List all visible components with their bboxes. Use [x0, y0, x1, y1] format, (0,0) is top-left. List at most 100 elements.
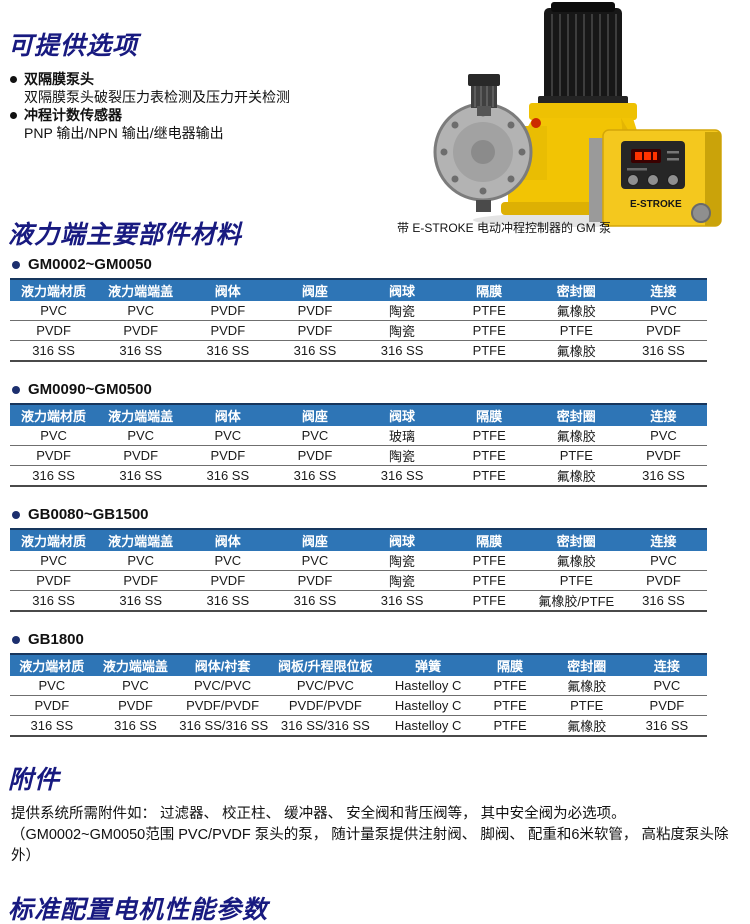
table-cell: 316 SS [358, 465, 446, 487]
option-label-row: 冲程计数传感器 [10, 106, 290, 124]
table-cell: PTFE [473, 695, 547, 716]
table-cell: PVDF [184, 320, 272, 341]
table-row: 316 SS 316 SS 316 SS 316 SS 316 SS PTFE 氟橡胶 316… [10, 465, 707, 487]
table-cell: 316 SS/316 SS [177, 715, 268, 737]
red-knob-icon [531, 118, 541, 128]
table-cell: 316 SS [10, 340, 98, 362]
model-label-row: GM0090~GM0500 [12, 382, 707, 398]
table-cell: PVDF [10, 695, 94, 716]
table-header-cell: 弹簧 [382, 653, 474, 676]
table-cell: PTFE [445, 570, 533, 591]
table-body: PVC PVC PVC PVC 陶瓷 PTFE 氟橡胶 PVC PVDF PVDF PVDF PVDF… [10, 551, 707, 612]
table-cell: 316 SS [271, 590, 359, 612]
bullet-icon [12, 261, 20, 269]
table-cell: PTFE [445, 301, 533, 321]
table-header-cell: 密封圈 [532, 278, 620, 301]
pump-caption: 带 E-STROKE 电动冲程控制器的 GM 泵 [397, 221, 612, 235]
table-cell: PVC [619, 301, 707, 321]
table-row: 316 SS 316 SS 316 SS 316 SS 316 SS PTFE 氟橡胶 316… [10, 340, 707, 362]
option-item: 双隔膜泵头 双隔膜泵头破裂压力表检测及压力开关检测 [10, 70, 290, 106]
table-header-cell: 隔膜 [445, 403, 533, 426]
accessories-line: 提供系统所需附件如： 过滤器、 校正柱、 缓冲器、 安全阀和背压阀等， 其中安全… [11, 806, 626, 822]
table-header-cell: 连接 [619, 403, 707, 426]
table-header-cell: 阀座 [271, 403, 359, 426]
table-header-row: 液力端材质 液力端端盖 阀体 阀座 阀球 隔膜 密封圈 连接 [10, 528, 707, 551]
table-head: 液力端材质 液力端端盖 阀体 阀座 阀球 隔膜 密封圈 连接 [10, 403, 707, 426]
table-cell: 316 SS [619, 465, 707, 487]
option-detail: PNP 输出/NPN 输出/继电器输出 [24, 125, 224, 141]
main-content: 液力端主要部件材料 GM0002~GM0050 液力端材质 液力端端盖 阀体 阀座 阀球隔… [0, 220, 750, 924]
table-cell: 316 SS [184, 590, 272, 612]
table-cell: 玻璃 [358, 426, 446, 446]
table-cell: PTFE [445, 590, 533, 612]
table-cell: PVC [184, 426, 272, 446]
table-cell: PVDF [184, 445, 272, 466]
table-header-cell: 隔膜 [445, 278, 533, 301]
table-cell: PVDF [97, 320, 185, 341]
table-cell: PVDF [10, 570, 98, 591]
bullet-icon [12, 511, 20, 519]
table-header-cell: 阀体 [184, 528, 272, 551]
table-header-cell: 液力端端盖 [97, 528, 185, 551]
materials-table-block: GM0002~GM0050 液力端材质 液力端端盖 阀体 阀座 阀球 隔膜 密封圈 连接 PVC P… [10, 257, 707, 362]
table-head: 液力端材质 液力端端盖 阀体/衬套 阀板/升程限位板 弹簧 隔膜 密封圈 连接 [10, 653, 707, 676]
table-header-cell: 液力端端盖 [97, 403, 185, 426]
table-cell: 316 SS [97, 590, 185, 612]
model-label: GM0090~GM0500 [28, 381, 152, 398]
table-cell: 氟橡胶 [532, 301, 620, 321]
bullet-icon [10, 111, 17, 119]
table-header-cell: 隔膜 [445, 528, 533, 551]
table-cell: 316 SS [10, 465, 98, 487]
table-body: PVC PVC PVC/PVC PVC/PVC Hastelloy C PTFE 氟橡胶 PV… [10, 676, 707, 737]
option-label-row: 双隔膜泵头 [10, 70, 290, 88]
table-cell: 316 SS [10, 715, 94, 737]
table-cell: PVC [271, 551, 359, 571]
table-cell: 316 SS [358, 590, 446, 612]
materials-table: 液力端材质 液力端端盖 阀体 阀座 阀球 隔膜 密封圈 连接 PVC PVC PVDF PVDF 陶瓷 P… [10, 278, 707, 362]
table-header-cell: 连接 [619, 278, 707, 301]
table-header-row: 液力端材质 液力端端盖 阀体 阀座 阀球 隔膜 密封圈 连接 [10, 403, 707, 426]
table-cell: PTFE [445, 426, 533, 446]
table-cell: 氟橡胶/PTFE [532, 590, 620, 612]
table-header-cell: 液力端材质 [10, 278, 98, 301]
table-header-cell: 液力端材质 [10, 403, 98, 426]
table-row: PVDF PVDF PVDF PVDF 陶瓷 PTFE PTFE PVDF [10, 445, 707, 466]
table-cell: PVDF [619, 570, 707, 591]
table-cell: 氟橡胶 [532, 551, 620, 571]
table-cell: 316 SS [271, 465, 359, 487]
table-head: 液力端材质 液力端端盖 阀体 阀座 阀球 隔膜 密封圈 连接 [10, 528, 707, 551]
materials-tables: GM0002~GM0050 液力端材质 液力端端盖 阀体 阀座 阀球 隔膜 密封圈 连接 PVC P… [0, 257, 750, 737]
table-head: 液力端材质 液力端端盖 阀体 阀座 阀球 隔膜 密封圈 连接 [10, 278, 707, 301]
table-cell: PVC [97, 426, 185, 446]
table-cell: PTFE [473, 715, 547, 737]
table-cell: 氟橡胶 [546, 676, 627, 696]
accessories-section-title: 附件 [8, 766, 61, 794]
table-cell: PVDF/PVDF [267, 695, 383, 716]
table-cell: PVC [619, 426, 707, 446]
accessories-text: 提供系统所需附件如： 过滤器、 校正柱、 缓冲器、 安全阀和背压阀等， 其中安全… [11, 804, 750, 867]
table-cell: PVC [10, 301, 98, 321]
table-cell: PVDF [271, 445, 359, 466]
table-header-cell: 液力端材质 [10, 528, 98, 551]
materials-table-block: GB1800 液力端材质 液力端端盖 阀体/衬套 阀板/升程限位板 弹簧 隔膜 密封圈 连接 PV… [10, 632, 707, 737]
motor-section-title: 标准配置电机性能参数 [8, 896, 269, 924]
table-cell: PVC/PVC [177, 676, 268, 696]
table-cell: 316 SS [97, 465, 185, 487]
table-header-cell: 连接 [626, 653, 707, 676]
table-cell: PVDF/PVDF [177, 695, 268, 716]
table-cell: PVDF [97, 570, 185, 591]
table-cell: 316 SS [184, 465, 272, 487]
materials-table: 液力端材质 液力端端盖 阀体 阀座 阀球 隔膜 密封圈 连接 PVC PVC PVC PVC 玻璃 PTF… [10, 403, 707, 487]
option-detail: 双隔膜泵头破裂压力表检测及压力开关检测 [24, 89, 290, 105]
table-cell: PVDF [184, 570, 272, 591]
table-cell: PVDF [97, 445, 185, 466]
table-body: PVC PVC PVDF PVDF 陶瓷 PTFE 氟橡胶 PVC PVDF PVDF PVDF PV… [10, 301, 707, 362]
accessories-line: （GM0002~GM0050范围 PVC/PVDF 泵头的泵， 随计量泵提供注射… [11, 827, 729, 864]
materials-section-title: 液力端主要部件材料 [8, 221, 243, 249]
table-cell: 陶瓷 [358, 551, 446, 571]
table-cell: PVC [10, 551, 98, 571]
model-label-row: GM0002~GM0050 [12, 257, 707, 273]
table-cell: PTFE [532, 445, 620, 466]
table-header-row: 液力端材质 液力端端盖 阀体/衬套 阀板/升程限位板 弹簧 隔膜 密封圈 连接 [10, 653, 707, 676]
option-label: 冲程计数传感器 [24, 107, 122, 123]
